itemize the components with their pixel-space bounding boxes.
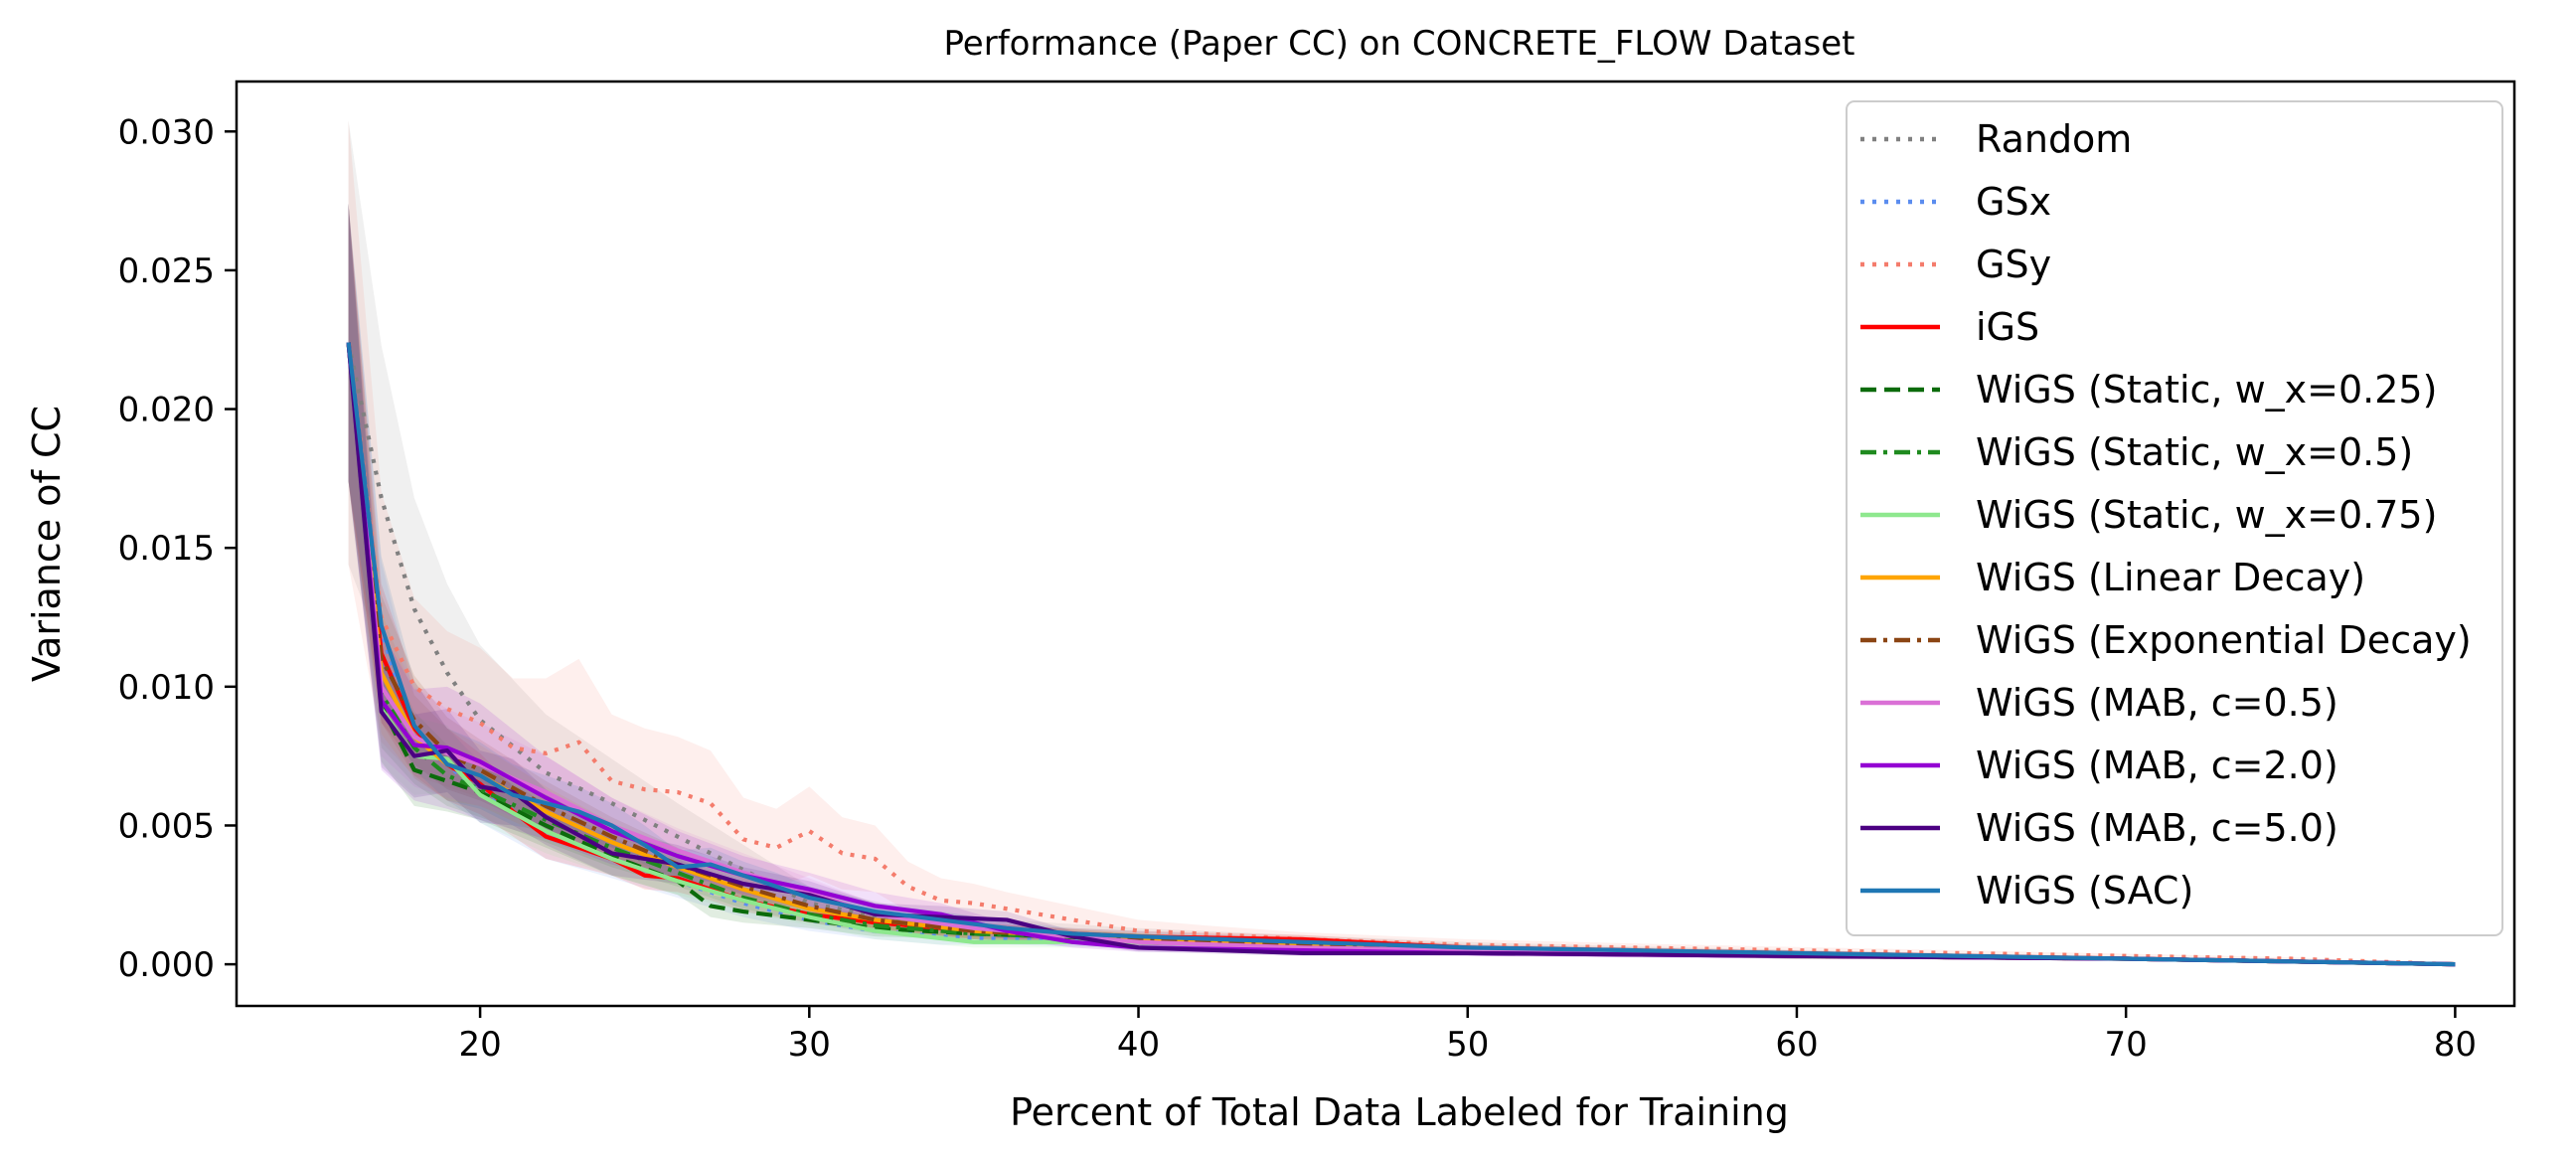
y-axis-ticks: 0.000 0.005 0.010 0.015 0.020 0.025 0.030 (118, 112, 237, 985)
x-tick-label-4: 60 (1775, 1025, 1818, 1065)
legend-label-5: WiGS (Static, w_x=0.5) (1976, 430, 2413, 474)
x-tick-label-6: 80 (2434, 1025, 2477, 1065)
series-lines (346, 342, 2456, 967)
legend: Random GSx GSy iGS WiGS (Static, w_x=0.25) Wi… (1846, 100, 2503, 936)
legend-label-10: WiGS (MAB, c=2.0) (1976, 744, 2338, 787)
legend-label-4: WiGS (Static, w_x=0.25) (1976, 368, 2437, 412)
legend-label-11: WiGS (MAB, c=5.0) (1976, 806, 2338, 850)
legend-label-8: WiGS (Exponential Decay) (1976, 618, 2472, 662)
x-tick-label-0: 20 (458, 1025, 501, 1065)
legend-label-7: WiGS (Linear Decay) (1976, 556, 2365, 599)
x-axis-label: Percent of Total Data Labeled for Traini… (1010, 1090, 1789, 1134)
x-axis-ticks: 20 30 40 50 60 70 80 (458, 1006, 2477, 1065)
y-tick-label-0: 0.000 (118, 945, 215, 985)
y-tick-label-5: 0.025 (118, 251, 215, 291)
x-tick-label-1: 30 (788, 1025, 831, 1065)
line-series-4 (346, 342, 2456, 967)
y-tick-label-6: 0.030 (118, 112, 215, 152)
legend-label-12: WiGS (SAC) (1976, 869, 2193, 912)
legend-label-3: iGS (1976, 305, 2039, 349)
y-tick-label-1: 0.005 (118, 806, 215, 846)
legend-label-0: Random (1976, 117, 2132, 161)
legend-label-9: WiGS (MAB, c=0.5) (1976, 681, 2338, 725)
y-axis-label: Variance of CC (25, 406, 69, 682)
legend-label-2: GSy (1976, 243, 2051, 286)
legend-frame (1846, 100, 2503, 936)
line-series-11 (346, 342, 2456, 967)
y-tick-label-4: 0.020 (118, 391, 215, 430)
legend-label-6: WiGS (Static, w_x=0.75) (1976, 493, 2437, 537)
y-tick-label-2: 0.010 (118, 668, 215, 708)
legend-label-1: GSx (1976, 180, 2051, 224)
line-series-12 (346, 342, 2456, 967)
y-tick-label-3: 0.015 (118, 529, 215, 569)
x-tick-label-5: 70 (2105, 1025, 2148, 1065)
plot-area-frame (235, 80, 2516, 1008)
x-tick-label-3: 50 (1446, 1025, 1489, 1065)
x-tick-label-2: 40 (1117, 1025, 1160, 1065)
chart-title: Performance (Paper CC) on CONCRETE_FLOW … (944, 24, 1855, 64)
